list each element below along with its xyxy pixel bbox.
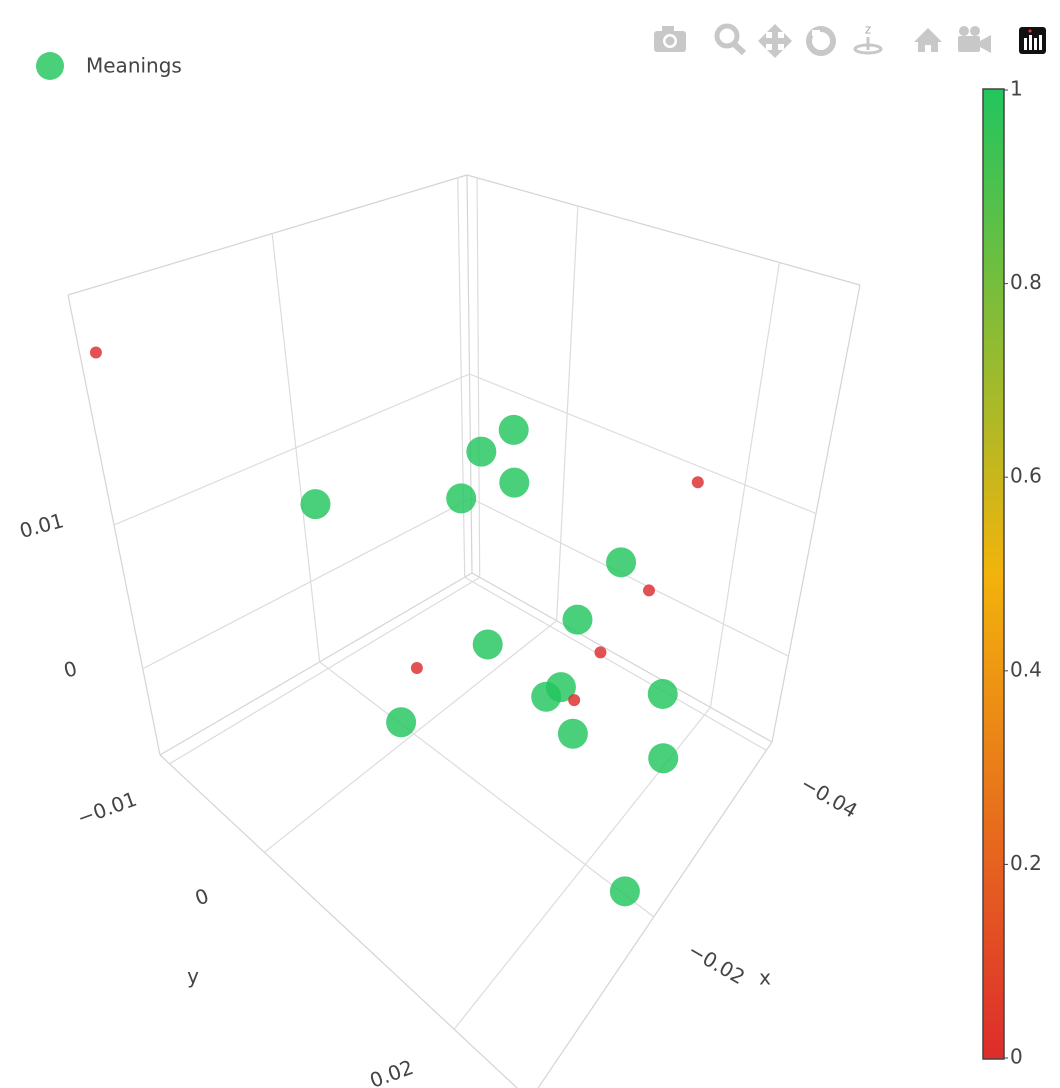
- data-point: [642, 584, 655, 597]
- colorbar-tick-label: 0.4: [1010, 657, 1042, 681]
- colorbar-tick-label: 0: [1010, 1045, 1023, 1069]
- colorbar-scale: [982, 88, 1005, 1060]
- colorbar-tick-label: 0.6: [1010, 464, 1042, 488]
- y-axis-title: y: [187, 964, 199, 988]
- data-point: [300, 489, 331, 520]
- modebar: z: [654, 23, 1046, 58]
- box-edge: [159, 754, 519, 1088]
- z-tick-label: 0: [61, 656, 80, 682]
- box-edge: [471, 572, 773, 743]
- camera-button[interactable]: [654, 26, 686, 52]
- grid-line: [263, 620, 557, 853]
- data-point: [499, 467, 530, 498]
- box-edge: [67, 174, 468, 296]
- data-point: [648, 743, 679, 774]
- x-axis-title: x: [759, 966, 771, 990]
- data-point: [557, 718, 588, 749]
- data-point: [545, 672, 576, 703]
- home-button[interactable]: [914, 28, 942, 52]
- zoom-button[interactable]: [714, 23, 747, 56]
- box-edge: [466, 174, 861, 286]
- grid-line: [319, 661, 655, 918]
- z-tick-label: 0.01: [17, 508, 66, 543]
- data-point: [568, 694, 581, 707]
- data-point: [472, 629, 503, 660]
- svg-text:z: z: [865, 23, 871, 37]
- x-tick-label: −0.02: [684, 938, 749, 989]
- grid-line: [470, 497, 789, 657]
- grid-line: [169, 576, 481, 765]
- pan-button[interactable]: [758, 24, 792, 58]
- data-point: [498, 414, 529, 445]
- video-button[interactable]: [958, 26, 991, 53]
- x-tick-label: −0.04: [797, 771, 862, 822]
- grid-line: [113, 373, 470, 526]
- y-tick-label: 0: [192, 883, 212, 910]
- data-point: [446, 483, 477, 514]
- colorbar-tick-label: 1: [1010, 77, 1023, 101]
- data-point: [466, 436, 497, 467]
- grid-line: [464, 576, 767, 751]
- data-point: [386, 707, 417, 738]
- legend-marker: [36, 52, 64, 80]
- grid-line: [142, 497, 472, 670]
- orbit-button[interactable]: [806, 26, 836, 56]
- colorbar-tick-label: 0.2: [1010, 851, 1042, 875]
- turntable-button[interactable]: z: [853, 23, 883, 55]
- data-point: [647, 678, 678, 709]
- scene: −0.04 −0.02 −0.01 0 0.02 0 0.01 x y: [17, 174, 862, 1088]
- plotly-logo[interactable]: [1019, 27, 1046, 54]
- y-tick-label: 0.02: [367, 1055, 417, 1088]
- box-edge: [159, 572, 473, 756]
- data-point: [691, 476, 704, 489]
- data-point: [410, 662, 423, 675]
- colorbar-tick-label: 0.8: [1010, 270, 1042, 294]
- data-point: [594, 646, 607, 659]
- legend: Meanings: [36, 52, 182, 80]
- colorbar: 0 0.2 0.4 0.6 0.8 1: [982, 77, 1042, 1069]
- data-point: [89, 346, 102, 359]
- data-point: [562, 604, 593, 635]
- box-edge: [537, 741, 773, 1088]
- data-point: [606, 547, 637, 578]
- legend-label[interactable]: Meanings: [86, 54, 182, 78]
- y-tick-label: −0.01: [74, 787, 140, 831]
- data-point: [609, 876, 640, 907]
- grid-line: [469, 373, 817, 515]
